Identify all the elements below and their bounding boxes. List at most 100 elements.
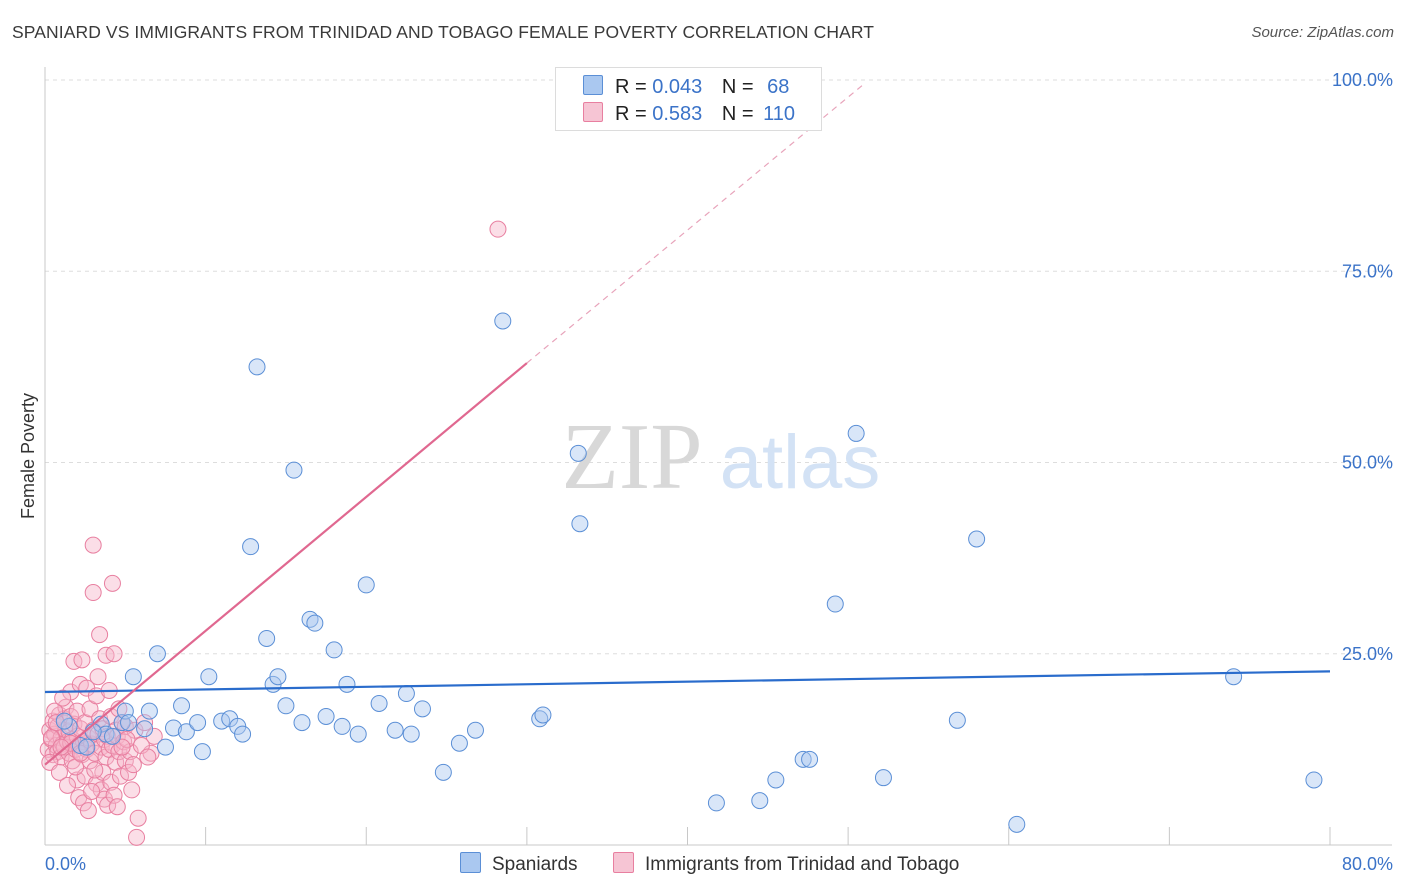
grid-lines	[45, 79, 1392, 655]
blue-point	[794, 750, 812, 768]
pink-point	[102, 773, 120, 791]
chart-source: Source: ZipAtlas.com	[1251, 24, 1394, 41]
blue-point	[242, 538, 260, 556]
blue-point	[124, 668, 142, 686]
blue-point	[193, 743, 211, 761]
blue-point	[173, 697, 191, 715]
blue-point	[156, 738, 174, 756]
pink-point	[91, 626, 109, 644]
blue-point	[317, 707, 335, 725]
bottom-legend-trinidad: Immigrants from Trinidad and Tobago	[613, 852, 959, 876]
blue-point	[200, 668, 218, 686]
x-tick-label: 0.0%	[45, 854, 86, 874]
pink-point	[129, 809, 147, 827]
pink-point	[52, 738, 70, 756]
blue-point	[434, 763, 452, 781]
pink-point	[68, 771, 86, 789]
trinidad-trend-line	[44, 362, 528, 766]
legend-n-value: 68	[767, 76, 790, 98]
blue-point	[386, 721, 404, 739]
legend-n-label: N =	[721, 76, 754, 98]
pink-point	[57, 698, 75, 716]
blue-point	[71, 737, 89, 755]
blue-point	[97, 725, 115, 743]
bottom-legend-swatch-blue	[460, 852, 481, 873]
blue-point	[370, 694, 388, 712]
blue-point	[968, 530, 986, 548]
pink-point	[83, 782, 101, 800]
pink-point	[123, 781, 141, 799]
pink-point	[84, 584, 102, 602]
legend-r-label: R =	[615, 103, 647, 125]
blue-point	[103, 727, 121, 745]
watermark: ZIP atlas	[562, 405, 881, 509]
blue-point	[285, 461, 303, 479]
legend-n-label: N =	[721, 103, 754, 125]
y-tick-label: 25.0%	[1342, 644, 1393, 664]
blue-point	[1008, 815, 1026, 833]
pink-point	[113, 738, 131, 756]
pink-point	[108, 798, 126, 816]
legend-r-value: 0.583	[652, 103, 703, 125]
watermark-atlas: atlas	[720, 420, 881, 505]
blue-point	[277, 697, 295, 715]
blue-point	[78, 738, 96, 756]
blue-point	[1305, 771, 1323, 789]
legend-swatch-pink	[583, 102, 603, 122]
axes	[44, 67, 1392, 846]
pink-point	[105, 645, 123, 663]
bottom-legend-swatch-pink	[613, 852, 634, 873]
blue-point	[60, 717, 78, 735]
legend-n-value: 110	[763, 103, 796, 125]
pink-point	[489, 220, 507, 238]
pink-point	[86, 761, 104, 779]
blue-point	[707, 794, 725, 812]
blue-point	[165, 719, 182, 737]
blue-point	[874, 769, 892, 787]
blue-point	[847, 424, 865, 442]
blue-point	[413, 700, 431, 718]
chart-title: SPANIARD VS IMMIGRANTS FROM TRINIDAD AND…	[12, 22, 875, 42]
legend-r-value: 0.043	[652, 76, 703, 98]
bottom-legend-label: Immigrants from Trinidad and Tobago	[645, 854, 960, 875]
pink-point	[84, 536, 102, 554]
y-tick-label: 100.0%	[1332, 70, 1393, 90]
blue-point	[338, 675, 356, 693]
y-tick-label: 50.0%	[1342, 453, 1393, 473]
pink-point	[79, 802, 97, 820]
blue-point	[571, 515, 589, 533]
y-axis-title: Female Poverty	[18, 393, 38, 519]
blue-point	[349, 725, 367, 743]
blue-point	[325, 641, 343, 659]
blue-point	[189, 714, 207, 732]
axis-labels: 25.0% 50.0% 75.0% 100.0% 0.0% 80.0% Female Pov…	[18, 70, 1393, 874]
pink-point	[139, 748, 157, 766]
pink-point	[103, 574, 121, 592]
blue-point	[269, 668, 287, 686]
blue-point	[397, 685, 415, 703]
pink-series-points	[39, 220, 507, 846]
blue-point	[357, 576, 375, 594]
blue-point	[826, 595, 844, 613]
pink-point	[50, 763, 68, 781]
spaniards-trend-line	[44, 670, 1331, 694]
legend-row-spaniards: R = 0.043 N = 68	[583, 75, 789, 101]
blue-point	[801, 750, 819, 768]
pink-point	[89, 668, 107, 686]
correlation-legend: R = 0.043 N = 68 R = 0.583 N = 110	[555, 67, 822, 131]
blue-point	[569, 444, 587, 462]
legend-swatch-blue	[583, 75, 603, 95]
bottom-legend-label: Spaniards	[492, 854, 578, 875]
blue-point	[466, 721, 484, 739]
blue-point	[148, 645, 166, 663]
x-tick-label: 80.0%	[1342, 854, 1393, 874]
pink-point	[54, 689, 72, 707]
legend-r-label: R =	[615, 76, 647, 98]
blue-point	[248, 358, 266, 376]
blue-point	[450, 734, 468, 752]
blue-point	[140, 702, 158, 720]
blue-point	[494, 312, 512, 330]
blue-point	[402, 725, 420, 743]
blue-point	[55, 712, 73, 730]
